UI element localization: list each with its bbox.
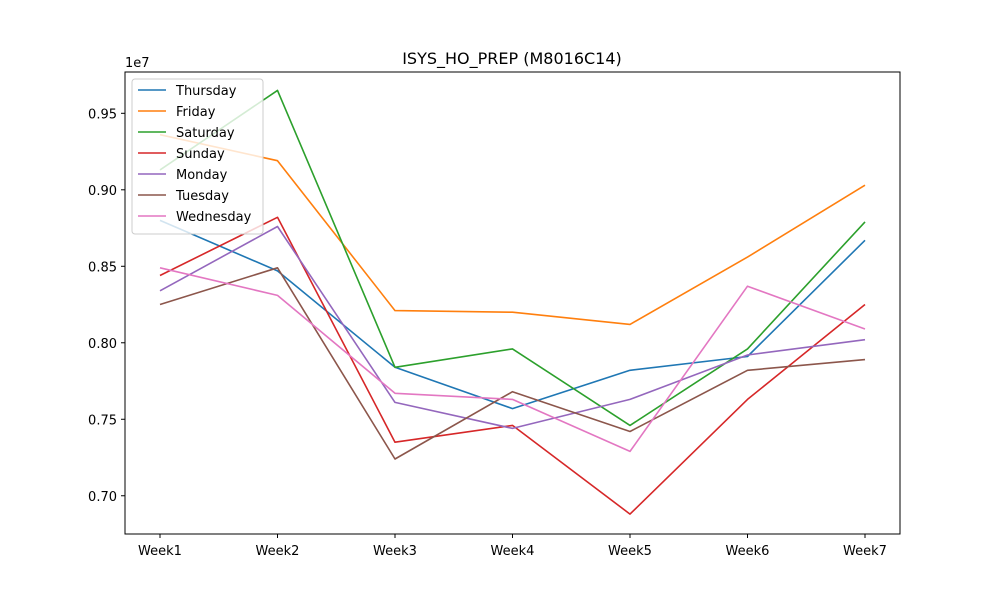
x-tick-label: Week1 — [138, 544, 182, 559]
y-tick-label: 0.75 — [88, 413, 117, 428]
x-tick-label: Week6 — [726, 544, 770, 559]
x-tick-label: Week3 — [373, 544, 417, 559]
x-tick-label: Week5 — [608, 544, 652, 559]
chart-title: ISYS_HO_PREP (M8016C14) — [402, 49, 622, 69]
series-line-saturday — [159, 89, 866, 427]
y-tick-label: 0.90 — [88, 184, 117, 199]
legend-label: Saturday — [176, 126, 235, 141]
series-line-tuesday — [159, 266, 866, 460]
y-tick-label: 0.85 — [88, 260, 117, 275]
legend-label: Thursday — [175, 84, 237, 99]
legend-label: Friday — [176, 105, 216, 120]
y-tick-label: 0.95 — [88, 107, 117, 122]
x-tick-label: Week7 — [843, 544, 887, 559]
legend-label: Tuesday — [175, 189, 229, 204]
series-line-friday — [159, 133, 866, 326]
x-tick-label: Week2 — [256, 544, 300, 559]
series-layer — [159, 89, 866, 515]
y-tick-label: 0.70 — [88, 490, 117, 505]
series-line-sunday — [159, 216, 866, 515]
series-line-wednesday — [159, 267, 866, 453]
legend-label: Monday — [176, 168, 228, 183]
series-line-thursday — [159, 219, 866, 410]
y-axis-offset-label: 1e7 — [125, 56, 150, 71]
series-line-monday — [159, 225, 866, 430]
x-axis: Week1 Week2 Week3 Week4 Week5 Week6 Week7 — [138, 534, 887, 559]
legend-label: Sunday — [176, 147, 225, 162]
legend-label: Wednesday — [176, 210, 252, 225]
x-tick-label: Week4 — [491, 544, 535, 559]
y-axis: 0.70 0.75 0.80 0.85 0.90 0.95 — [88, 107, 125, 505]
legend: Thursday Friday Saturday Sunday Monday Tuesda… — [131, 78, 264, 235]
y-tick-label: 0.80 — [88, 337, 117, 352]
